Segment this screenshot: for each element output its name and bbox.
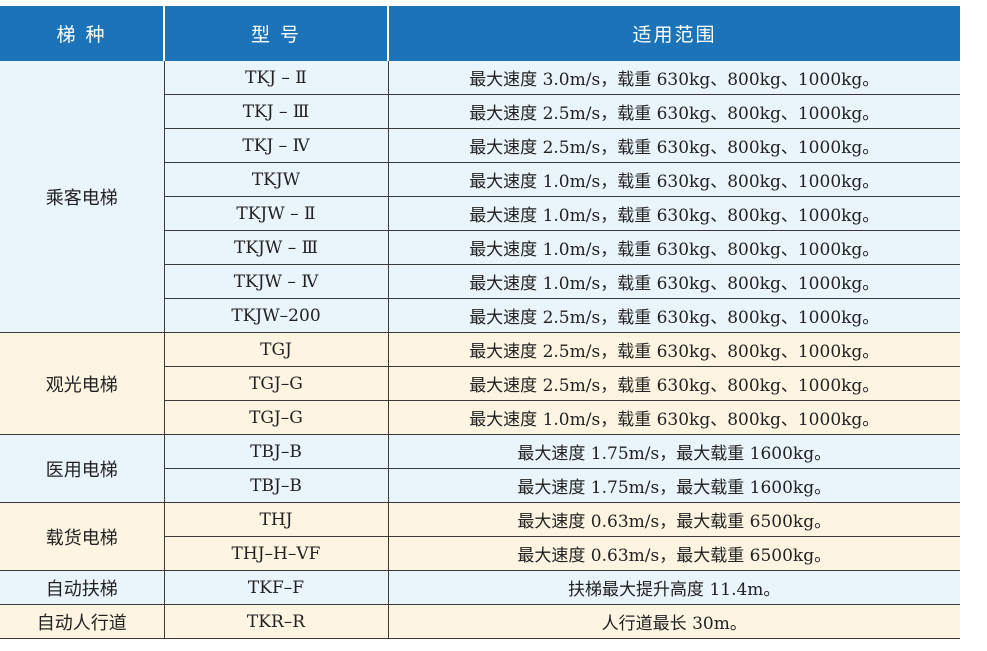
model-cell: TBJ–B	[164, 468, 389, 503]
header-model: 型 号	[164, 6, 389, 61]
table-row: THJ–H–VF 最大速度 0.63m/s，最大载重 6500kg。	[0, 536, 960, 571]
header-type: 梯 种	[0, 6, 165, 61]
range-cell: 最大速度 2.5m/s，载重 630kg、800kg、1000kg。	[388, 298, 960, 333]
model-cell: TKJW – Ⅲ	[164, 230, 389, 265]
header-range: 适用范围	[388, 6, 960, 61]
table-row: TKJ – Ⅳ 最大速度 2.5m/s，载重 630kg、800kg、1000k…	[0, 128, 960, 163]
table-row: 观光电梯 TGJ 最大速度 2.5m/s，载重 630kg、800kg、1000…	[0, 332, 960, 435]
category-cell: 观光电梯	[0, 332, 165, 435]
table-row: 自动扶梯 TKF–F 扶梯最大提升高度 11.4m。	[0, 570, 960, 605]
range-cell: 最大速度 1.0m/s，载重 630kg、800kg、1000kg。	[388, 230, 960, 265]
model-cell: TKJW – Ⅱ	[164, 196, 389, 231]
range-cell: 最大速度 1.0m/s，载重 630kg、800kg、1000kg。	[388, 196, 960, 231]
range-cell: 最大速度 0.63m/s，最大载重 6500kg。	[388, 536, 960, 571]
range-cell: 最大速度 1.0m/s，载重 630kg、800kg、1000kg。	[388, 264, 960, 299]
range-cell: 最大速度 1.75m/s，最大载重 1600kg。	[388, 468, 960, 503]
category-cell: 乘客电梯	[0, 61, 165, 333]
range-cell: 最大速度 0.63m/s，最大载重 6500kg。	[388, 502, 960, 537]
table-row: TKJW – Ⅲ 最大速度 1.0m/s，载重 630kg、800kg、1000…	[0, 230, 960, 265]
range-cell: 最大速度 2.5m/s，载重 630kg、800kg、1000kg。	[388, 332, 960, 367]
table-row: TGJ–G 最大速度 2.5m/s，载重 630kg、800kg、1000kg。	[0, 366, 960, 401]
model-cell: TKJ – Ⅲ	[164, 94, 389, 129]
model-cell: TGJ–G	[164, 400, 389, 435]
range-cell: 最大速度 2.5m/s，载重 630kg、800kg、1000kg。	[388, 94, 960, 129]
model-cell: TBJ–B	[164, 434, 389, 469]
model-cell: TKJ – Ⅱ	[164, 61, 389, 95]
model-cell: THJ	[164, 502, 389, 537]
table-row: TBJ–B 最大速度 1.75m/s，最大载重 1600kg。	[0, 468, 960, 503]
header-row: 梯 种 型 号 适用范围	[0, 6, 960, 61]
table-row: 载货电梯 THJ 最大速度 0.63m/s，最大载重 6500kg。	[0, 502, 960, 571]
model-cell: TGJ	[164, 332, 389, 367]
elevator-spec-table: 梯 种 型 号 适用范围 乘客电梯 TKJ – Ⅱ 最大速度 3.0m/s，载重…	[0, 6, 960, 639]
range-cell: 最大速度 1.0m/s，载重 630kg、800kg、1000kg。	[388, 162, 960, 197]
model-cell: TKR–R	[164, 604, 389, 639]
model-cell: TKF–F	[164, 570, 389, 605]
table-row: TKJW – Ⅳ 最大速度 1.0m/s，载重 630kg、800kg、1000…	[0, 264, 960, 299]
range-cell: 最大速度 1.0m/s，载重 630kg、800kg、1000kg。	[388, 400, 960, 435]
range-cell: 最大速度 2.5m/s，载重 630kg、800kg、1000kg。	[388, 366, 960, 401]
model-cell: TGJ–G	[164, 366, 389, 401]
range-cell: 人行道最长 30m。	[388, 604, 960, 639]
table-row: TKJW–200 最大速度 2.5m/s，载重 630kg、800kg、1000…	[0, 298, 960, 333]
table-row: TKJ – Ⅲ 最大速度 2.5m/s，载重 630kg、800kg、1000k…	[0, 94, 960, 129]
category-cell: 载货电梯	[0, 502, 165, 571]
range-cell: 最大速度 1.75m/s，最大载重 1600kg。	[388, 434, 960, 469]
range-cell: 扶梯最大提升高度 11.4m。	[388, 570, 960, 605]
table-row: TKJW – Ⅱ 最大速度 1.0m/s，载重 630kg、800kg、1000…	[0, 196, 960, 231]
table-row: 医用电梯 TBJ–B 最大速度 1.75m/s，最大载重 1600kg。	[0, 434, 960, 503]
model-cell: THJ–H–VF	[164, 536, 389, 571]
table-row: 自动人行道 TKR–R 人行道最长 30m。	[0, 604, 960, 639]
table-row: TGJ–G 最大速度 1.0m/s，载重 630kg、800kg、1000kg。	[0, 400, 960, 435]
model-cell: TKJ – Ⅳ	[164, 128, 389, 163]
table-row: 乘客电梯 TKJ – Ⅱ 最大速度 3.0m/s，载重 630kg、800kg、…	[0, 61, 960, 333]
model-cell: TKJW – Ⅳ	[164, 264, 389, 299]
category-cell: 自动人行道	[0, 604, 165, 639]
category-cell: 自动扶梯	[0, 570, 165, 605]
category-cell: 医用电梯	[0, 434, 165, 503]
table-row: TKJW 最大速度 1.0m/s，载重 630kg、800kg、1000kg。	[0, 162, 960, 197]
range-cell: 最大速度 2.5m/s，载重 630kg、800kg、1000kg。	[388, 128, 960, 163]
model-cell: TKJW	[164, 162, 389, 197]
model-cell: TKJW–200	[164, 298, 389, 333]
range-cell: 最大速度 3.0m/s，载重 630kg、800kg、1000kg。	[388, 61, 960, 95]
